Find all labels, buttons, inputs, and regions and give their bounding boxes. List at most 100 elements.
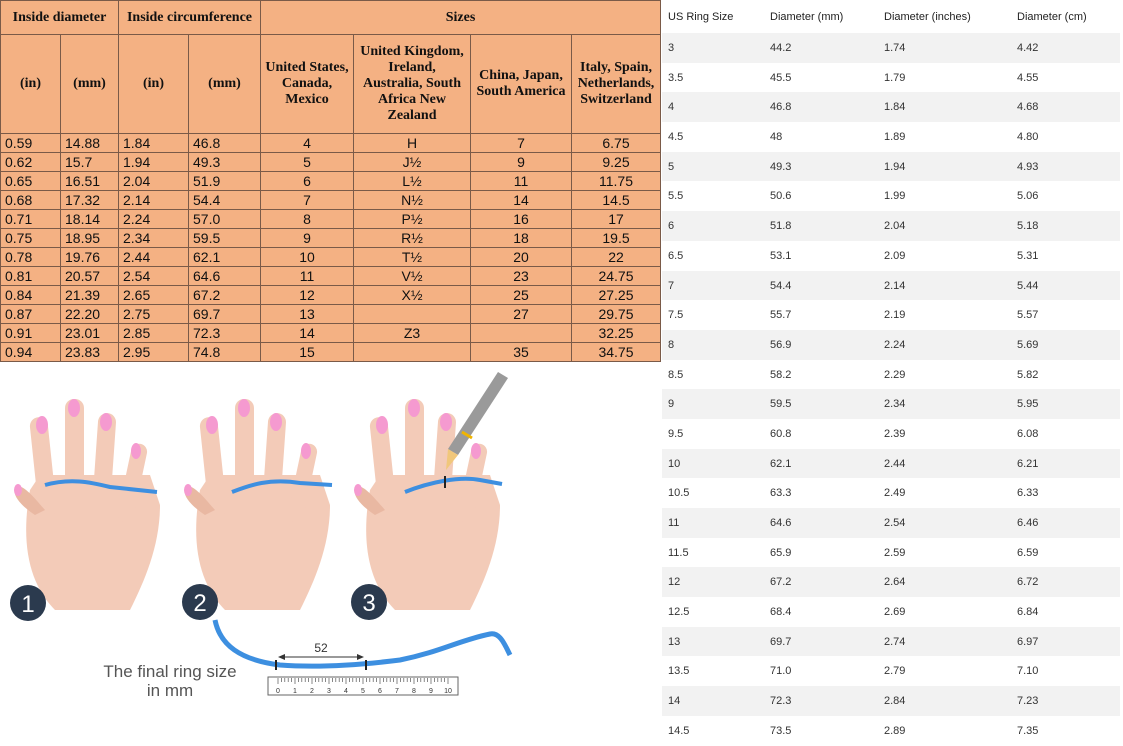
table-cell: 0.84 [0,285,61,305]
step-number: 1 [21,591,34,618]
ruler-label: 4 [344,688,348,695]
table-cell: 5.18 [1011,211,1120,241]
table-cell: 11 [260,266,354,286]
table-cell: 1.89 [884,131,906,144]
table-cell: 7.10 [1017,665,1039,678]
ruler-label: 7 [395,688,399,695]
table-cell: 72.3 [764,686,878,716]
column-header: (in) [118,34,189,134]
table-cell: 9.25 [571,152,661,172]
measure-label: 52 [314,641,328,655]
table-cell: 0.75 [0,228,61,248]
table-row: 4 46.8 1.84 4.68 [662,92,1120,123]
table-row: 0.91 23.01 2.85 72.3 14 Z3 32.25 [0,323,661,343]
table-cell: 11.5 [668,546,689,559]
table-cell: 6.08 [1017,427,1039,440]
hand-1 [14,399,160,610]
table-row: 9.5 60.8 2.39 6.08 [662,419,1120,449]
table-cell: 6.97 [1011,626,1120,657]
table-cell: 2.54 [878,508,1011,538]
table-cell: 68.4 [770,606,792,619]
table-cell: 1.94 [118,152,189,172]
table-cell: 22.20 [60,304,119,324]
table-cell: 54.4 [764,270,878,301]
table-cell: 1.84 [878,92,1011,123]
table-cell: 2.14 [118,190,189,210]
table-cell: 49.3 [188,152,261,172]
table-cell: 14 [260,323,354,343]
table-cell: 11 [662,508,764,538]
table-cell: 2.44 [878,448,1011,479]
us-size-table: US Ring Size Diameter (mm) Diameter (inche… [662,0,1120,746]
table-cell: 2.39 [884,427,906,440]
table-cell: 54.4 [188,190,261,210]
step-badge [10,585,46,621]
table-row: 7.5 55.7 2.19 5.57 [662,300,1120,330]
table-cell: 2.74 [878,626,1011,657]
table-cell [353,342,471,362]
table-cell: 5 [260,152,354,172]
table-row: 11.5 65.9 2.59 6.59 [662,538,1120,568]
table-cell: 6.72 [1011,567,1120,598]
group-header: Inside diameter [0,0,119,35]
table-cell: 62.1 [188,247,261,267]
table-cell: 74.8 [188,342,261,362]
table-row: 0.62 15.7 1.94 49.3 5 J½ 9 9.25 [0,152,661,172]
table-cell: 23.01 [60,323,119,343]
table-cell: 2.34 [878,389,1011,419]
table-row: 5.5 50.6 1.99 5.06 [662,181,1120,211]
table-cell: 0.87 [0,304,61,324]
ruler-label: 6 [378,688,382,695]
table-cell: 0.78 [0,247,61,267]
table-row: 5 49.3 1.94 4.93 [662,151,1120,182]
table-row: 4.5 48 1.89 4.80 [662,122,1120,152]
table-cell: 2.14 [878,270,1011,301]
table-cell: 17.32 [60,190,119,210]
table-cell [353,304,471,324]
table-cell: 20 [470,247,572,267]
step-badge [351,584,387,620]
table-cell: 13 [662,626,764,657]
table-cell: 2.69 [884,606,906,619]
table-cell: 2.24 [878,329,1011,360]
column-header: (mm) [188,34,261,134]
table-row: 10 62.1 2.44 6.21 [662,448,1120,479]
table-cell: 5.06 [1017,190,1039,203]
table-row: 0.65 16.51 2.04 51.9 6 L½ 11 11.75 [0,171,661,191]
table-cell: P½ [353,209,471,229]
table-cell: 45.5 [770,71,792,84]
table-cell: 10.5 [668,487,690,500]
table-row: 13.5 71.0 2.79 7.10 [662,656,1120,686]
table-cell: 29.75 [571,304,661,324]
table-cell: 10 [662,448,764,479]
table-cell: N½ [353,190,471,210]
table-cell: 1.99 [884,190,906,203]
column-header: China, Japan, South America [470,34,572,134]
table-cell: 46.8 [188,133,261,153]
table-cell: 4.80 [1017,131,1039,144]
table-cell: 6.75 [571,133,661,153]
table-cell: 50.6 [770,190,792,203]
pencil [446,372,508,470]
hand-2 [184,399,330,610]
illustration: 1 2 3 52 0 1 2 3 4 5 6 7 8 9 10 The final ring siz… [10,372,513,700]
table-cell: 1.94 [878,151,1011,182]
step-number: 3 [362,590,375,617]
size-conversion-table: Inside diameter Inside circumference Siz… [0,0,661,362]
table-cell: 27.25 [571,285,661,305]
table-cell: 16.51 [60,171,119,191]
table-cell: 51.8 [764,211,878,241]
table-cell: 6 [260,171,354,191]
column-header: Italy, Spain, Netherlands, Switzerland [571,34,661,134]
table-cell: 64.6 [188,266,261,286]
hand-3 [354,399,500,610]
string [231,479,333,494]
table-cell: 53.1 [770,249,792,262]
table-cell: 34.75 [571,342,661,362]
ruler-label: 9 [429,688,433,695]
table-cell: 15 [260,342,354,362]
table-cell: 4 [662,92,764,123]
table-cell: 2.54 [118,266,189,286]
table-cell: 5.5 [668,190,684,203]
table-cell: 16 [470,209,572,229]
